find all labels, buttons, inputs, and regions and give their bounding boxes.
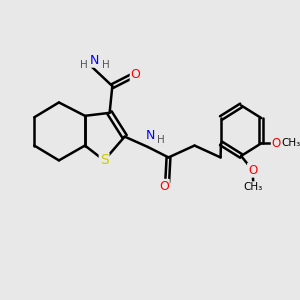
Text: O: O xyxy=(159,180,169,193)
Text: H: H xyxy=(80,60,88,70)
Text: CH₃: CH₃ xyxy=(244,182,263,192)
Text: N: N xyxy=(146,129,155,142)
Text: O: O xyxy=(131,68,141,81)
Text: H: H xyxy=(157,136,165,146)
Text: O: O xyxy=(272,137,281,150)
Text: CH₃: CH₃ xyxy=(282,138,300,148)
Text: H: H xyxy=(102,60,110,70)
Text: O: O xyxy=(248,164,257,177)
Text: N: N xyxy=(90,54,99,67)
Text: S: S xyxy=(100,153,109,167)
